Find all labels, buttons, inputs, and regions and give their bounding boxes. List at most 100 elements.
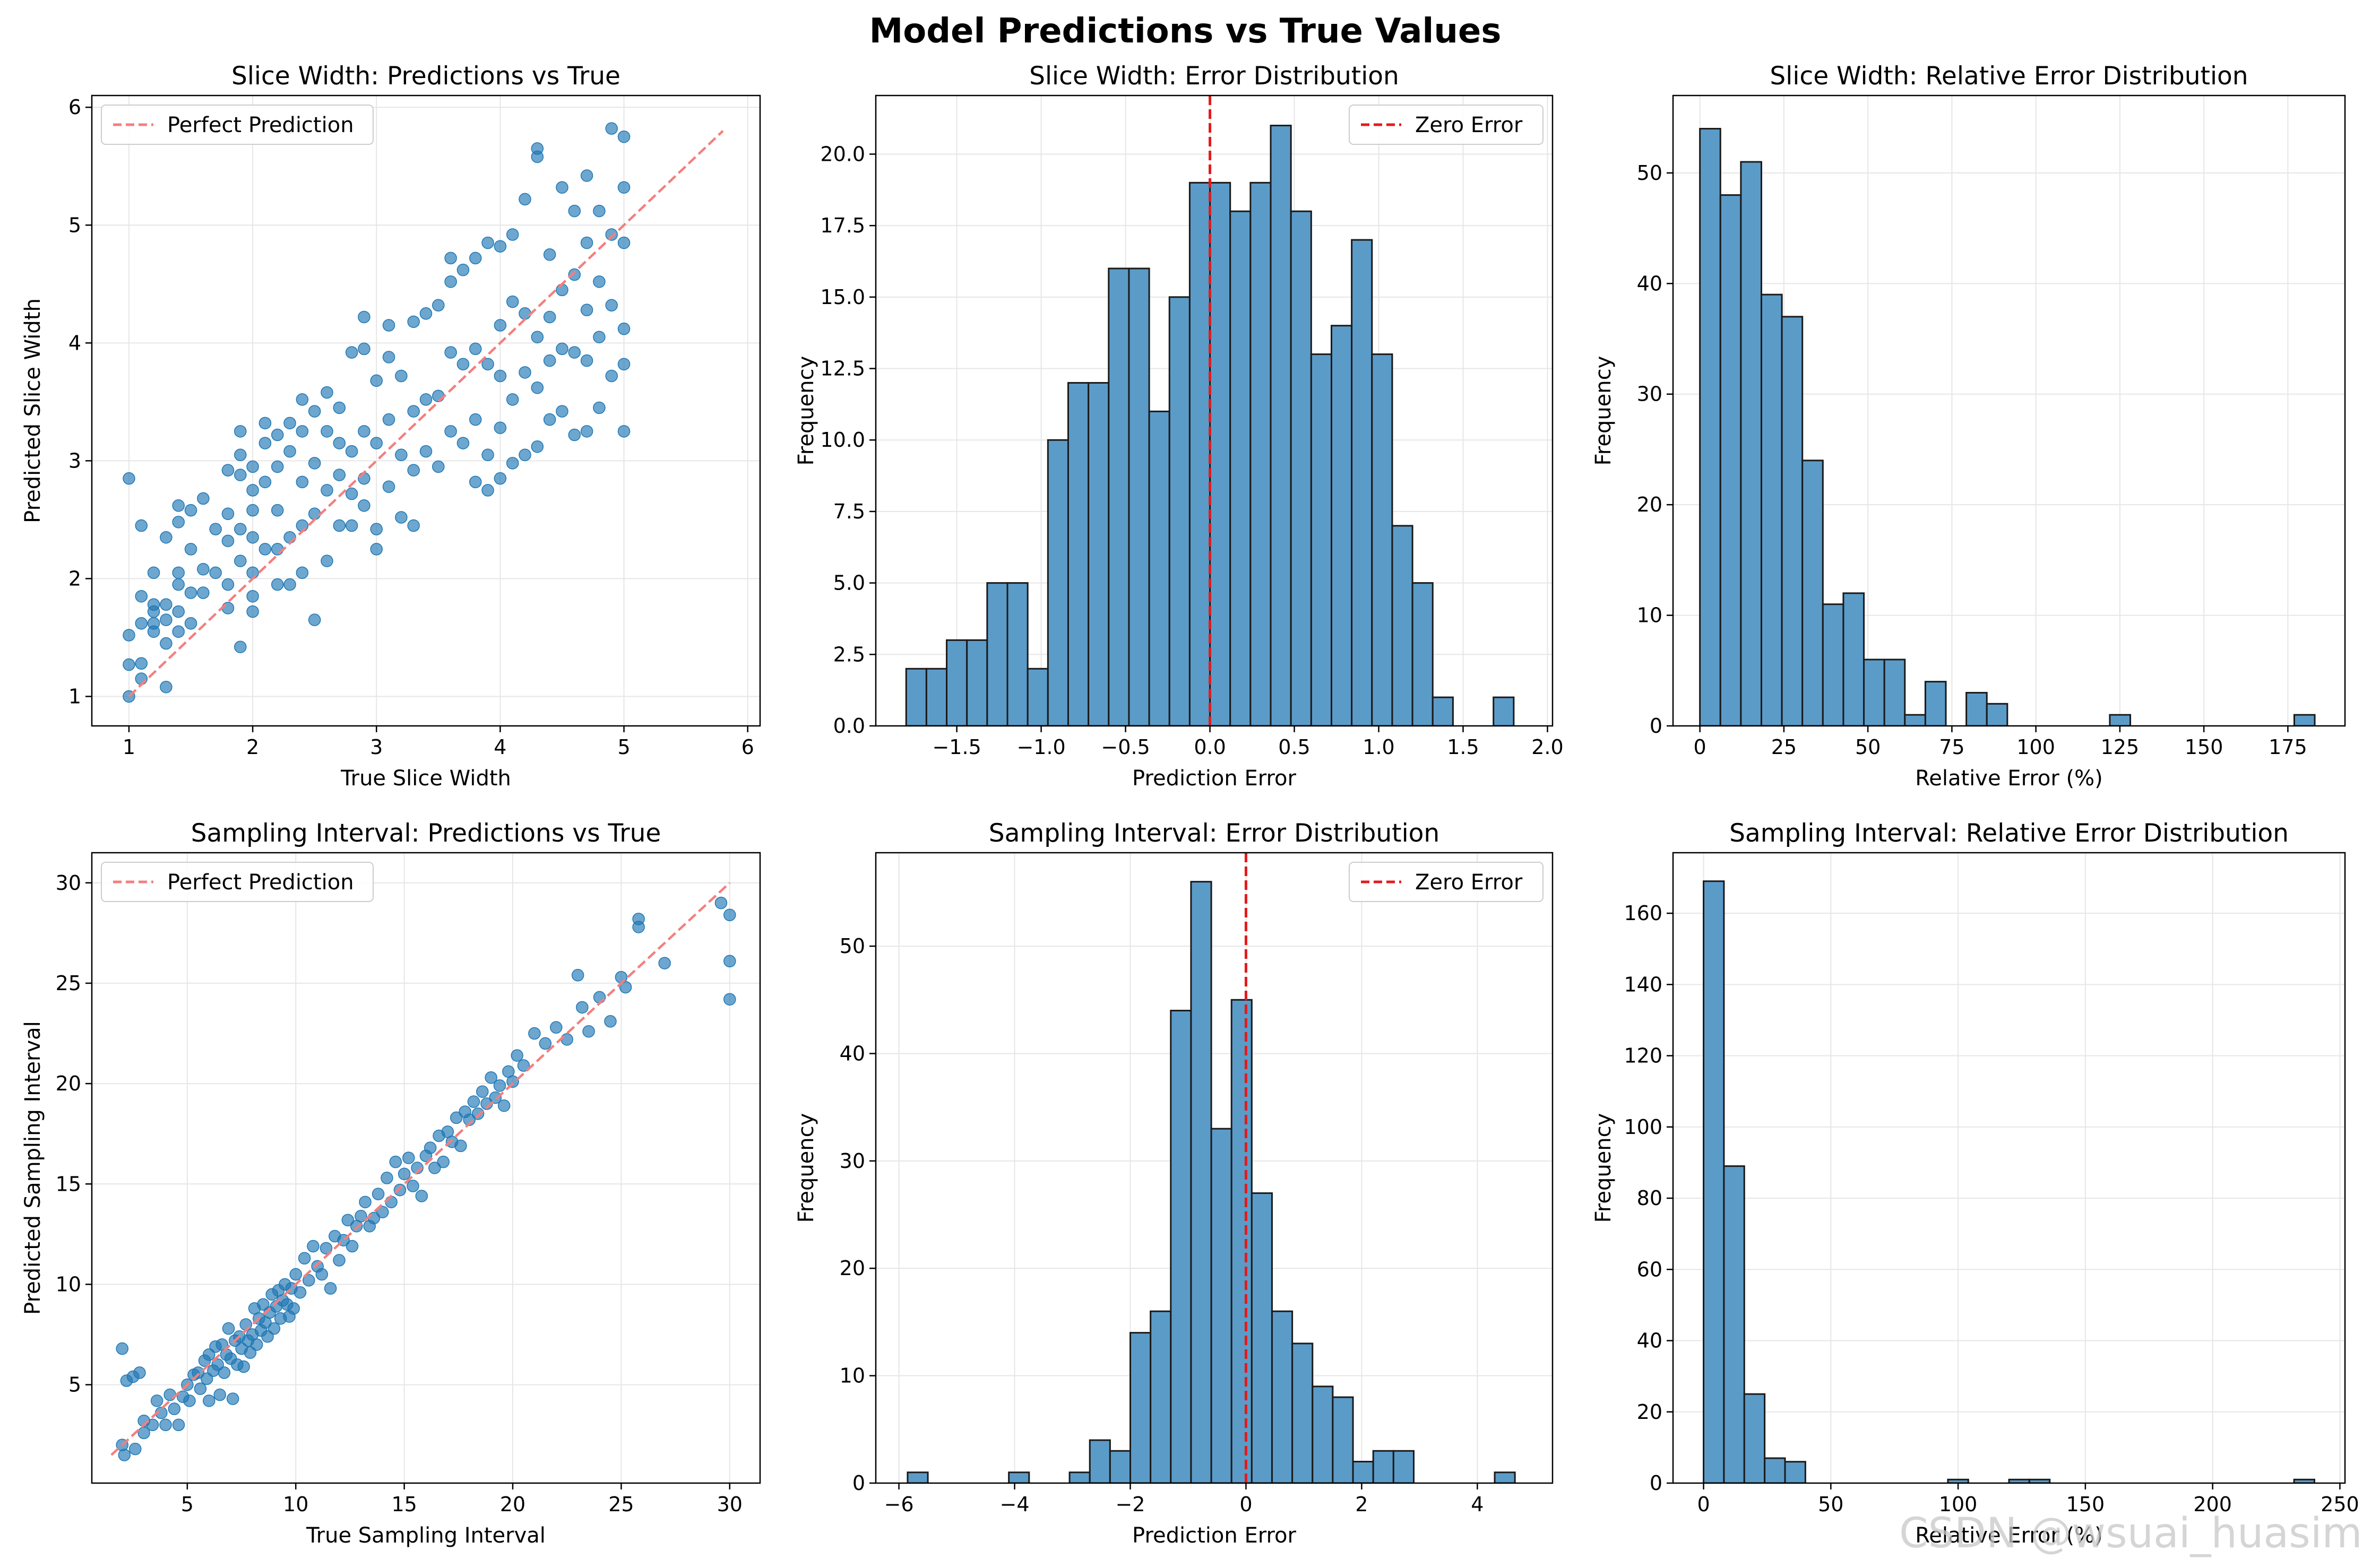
y-tick-label: 15.0 <box>820 285 865 309</box>
y-tick-label: 140 <box>1624 973 1662 996</box>
histogram-bar <box>1764 1457 1786 1483</box>
plot-area <box>905 96 1515 726</box>
x-axis-label: Prediction Error <box>1132 1523 1296 1548</box>
scatter-point <box>568 428 581 441</box>
plot-area <box>1699 128 2316 726</box>
scatter-point <box>617 358 631 371</box>
scatter-point <box>129 1442 142 1456</box>
scatter-point <box>258 543 272 556</box>
scatter-point <box>506 1075 519 1088</box>
legend: Zero Error <box>1349 105 1544 145</box>
scatter-point <box>172 605 185 618</box>
scatter-point <box>444 275 457 288</box>
scatter-point <box>221 578 235 591</box>
scatter-point <box>415 1190 428 1202</box>
y-tick-label: 20 <box>1637 1400 1662 1424</box>
scatter-point <box>543 248 556 261</box>
scatter-point <box>481 236 494 249</box>
histogram-bar <box>1089 1439 1111 1483</box>
axes-frame <box>875 852 1554 1484</box>
scatter-point <box>308 507 321 521</box>
scatter-point <box>147 566 160 579</box>
y-tick-label: 10 <box>1637 604 1662 627</box>
scatter-point <box>528 1027 541 1040</box>
scatter-point <box>543 310 556 324</box>
histogram-bar <box>1904 714 1926 726</box>
y-tick-label: 80 <box>1637 1186 1662 1210</box>
panel-title: Sampling Interval: Predictions vs True <box>191 819 661 848</box>
watermark: CSDN @wsuai_huasim <box>1899 1510 2362 1557</box>
scatter-point <box>333 519 346 532</box>
panel-sw_scatter: 1 2 3 4 5 6 1 2 3 4 5 6 Slice Width: Predictions vs … <box>21 62 761 791</box>
scatter-point <box>723 993 736 1006</box>
scatter-point <box>568 268 581 281</box>
scatter-point <box>450 1111 463 1124</box>
scatter-point <box>432 389 445 402</box>
scatter-point <box>493 1079 506 1092</box>
scatter-point <box>234 523 247 535</box>
histogram-bar <box>1128 267 1150 726</box>
histogram-bar <box>1270 125 1292 726</box>
legend-box <box>1349 105 1544 145</box>
x-tick-label: 4 <box>494 735 506 759</box>
y-tick-label: 40 <box>840 1042 865 1065</box>
y-tick-label: 10 <box>56 1272 81 1296</box>
scatter-point <box>393 1183 407 1197</box>
scatter-point <box>221 534 235 548</box>
histogram-bar <box>1230 999 1253 1483</box>
scatter-point <box>172 499 185 512</box>
plot-area <box>123 122 724 703</box>
legend-box <box>101 105 374 145</box>
scatter-point <box>506 228 519 241</box>
scatter-point <box>239 1318 252 1331</box>
scatter-point <box>568 346 581 359</box>
scatter-point <box>211 1358 224 1371</box>
x-tick-label: 150 <box>2066 1493 2105 1516</box>
scatter-point <box>517 1059 530 1072</box>
histogram-bar <box>1372 1450 1394 1483</box>
scatter-point <box>568 204 581 218</box>
y-tick-label: 40 <box>1637 1329 1662 1353</box>
x-tick-label: 20 <box>500 1493 525 1516</box>
x-tick-label: 175 <box>2269 735 2307 759</box>
scatter-point <box>246 504 259 517</box>
scatter-point <box>324 1282 337 1295</box>
scatter-point <box>428 1162 441 1174</box>
scatter-point <box>355 1210 367 1223</box>
y-tick-label: 30 <box>1637 383 1662 406</box>
scatter-point <box>407 315 420 328</box>
scatter-point <box>308 613 321 626</box>
scatter-point <box>308 405 321 418</box>
x-tick-label: −0.5 <box>1101 735 1150 759</box>
scatter-point <box>506 457 519 470</box>
x-axis-label: Relative Error (%) <box>1915 766 2102 791</box>
scatter-point <box>160 598 173 611</box>
scatter-point <box>258 417 272 430</box>
scatter-point <box>469 342 482 356</box>
scatter-point <box>221 602 235 614</box>
scatter-point <box>456 263 470 276</box>
scatter-point <box>714 896 728 909</box>
scatter-point <box>160 613 173 626</box>
y-tick-label: 7.5 <box>833 500 865 523</box>
scatter-point <box>543 354 556 367</box>
scatter-point <box>218 1366 231 1379</box>
scatter-point <box>593 275 606 288</box>
panel-title: Sampling Interval: Error Distribution <box>989 819 1439 848</box>
scatter-point <box>197 562 210 576</box>
histogram-bar <box>2109 714 2132 726</box>
y-tick-label: 17.5 <box>820 214 865 237</box>
perfect-prediction-line <box>128 129 724 698</box>
x-axis-label: Relative Error (%) <box>1915 1523 2102 1548</box>
plot-area <box>1703 880 2315 1483</box>
histogram-bar <box>1108 267 1130 726</box>
scatter-point <box>321 484 333 497</box>
scatter-point <box>333 401 346 414</box>
histogram-bar <box>1699 128 1721 726</box>
scatter-point <box>202 1348 215 1361</box>
scatter-point <box>296 393 309 406</box>
histogram-bar <box>1801 460 1824 726</box>
y-tick-label: 5.0 <box>833 571 865 595</box>
scatter-point <box>184 504 197 517</box>
